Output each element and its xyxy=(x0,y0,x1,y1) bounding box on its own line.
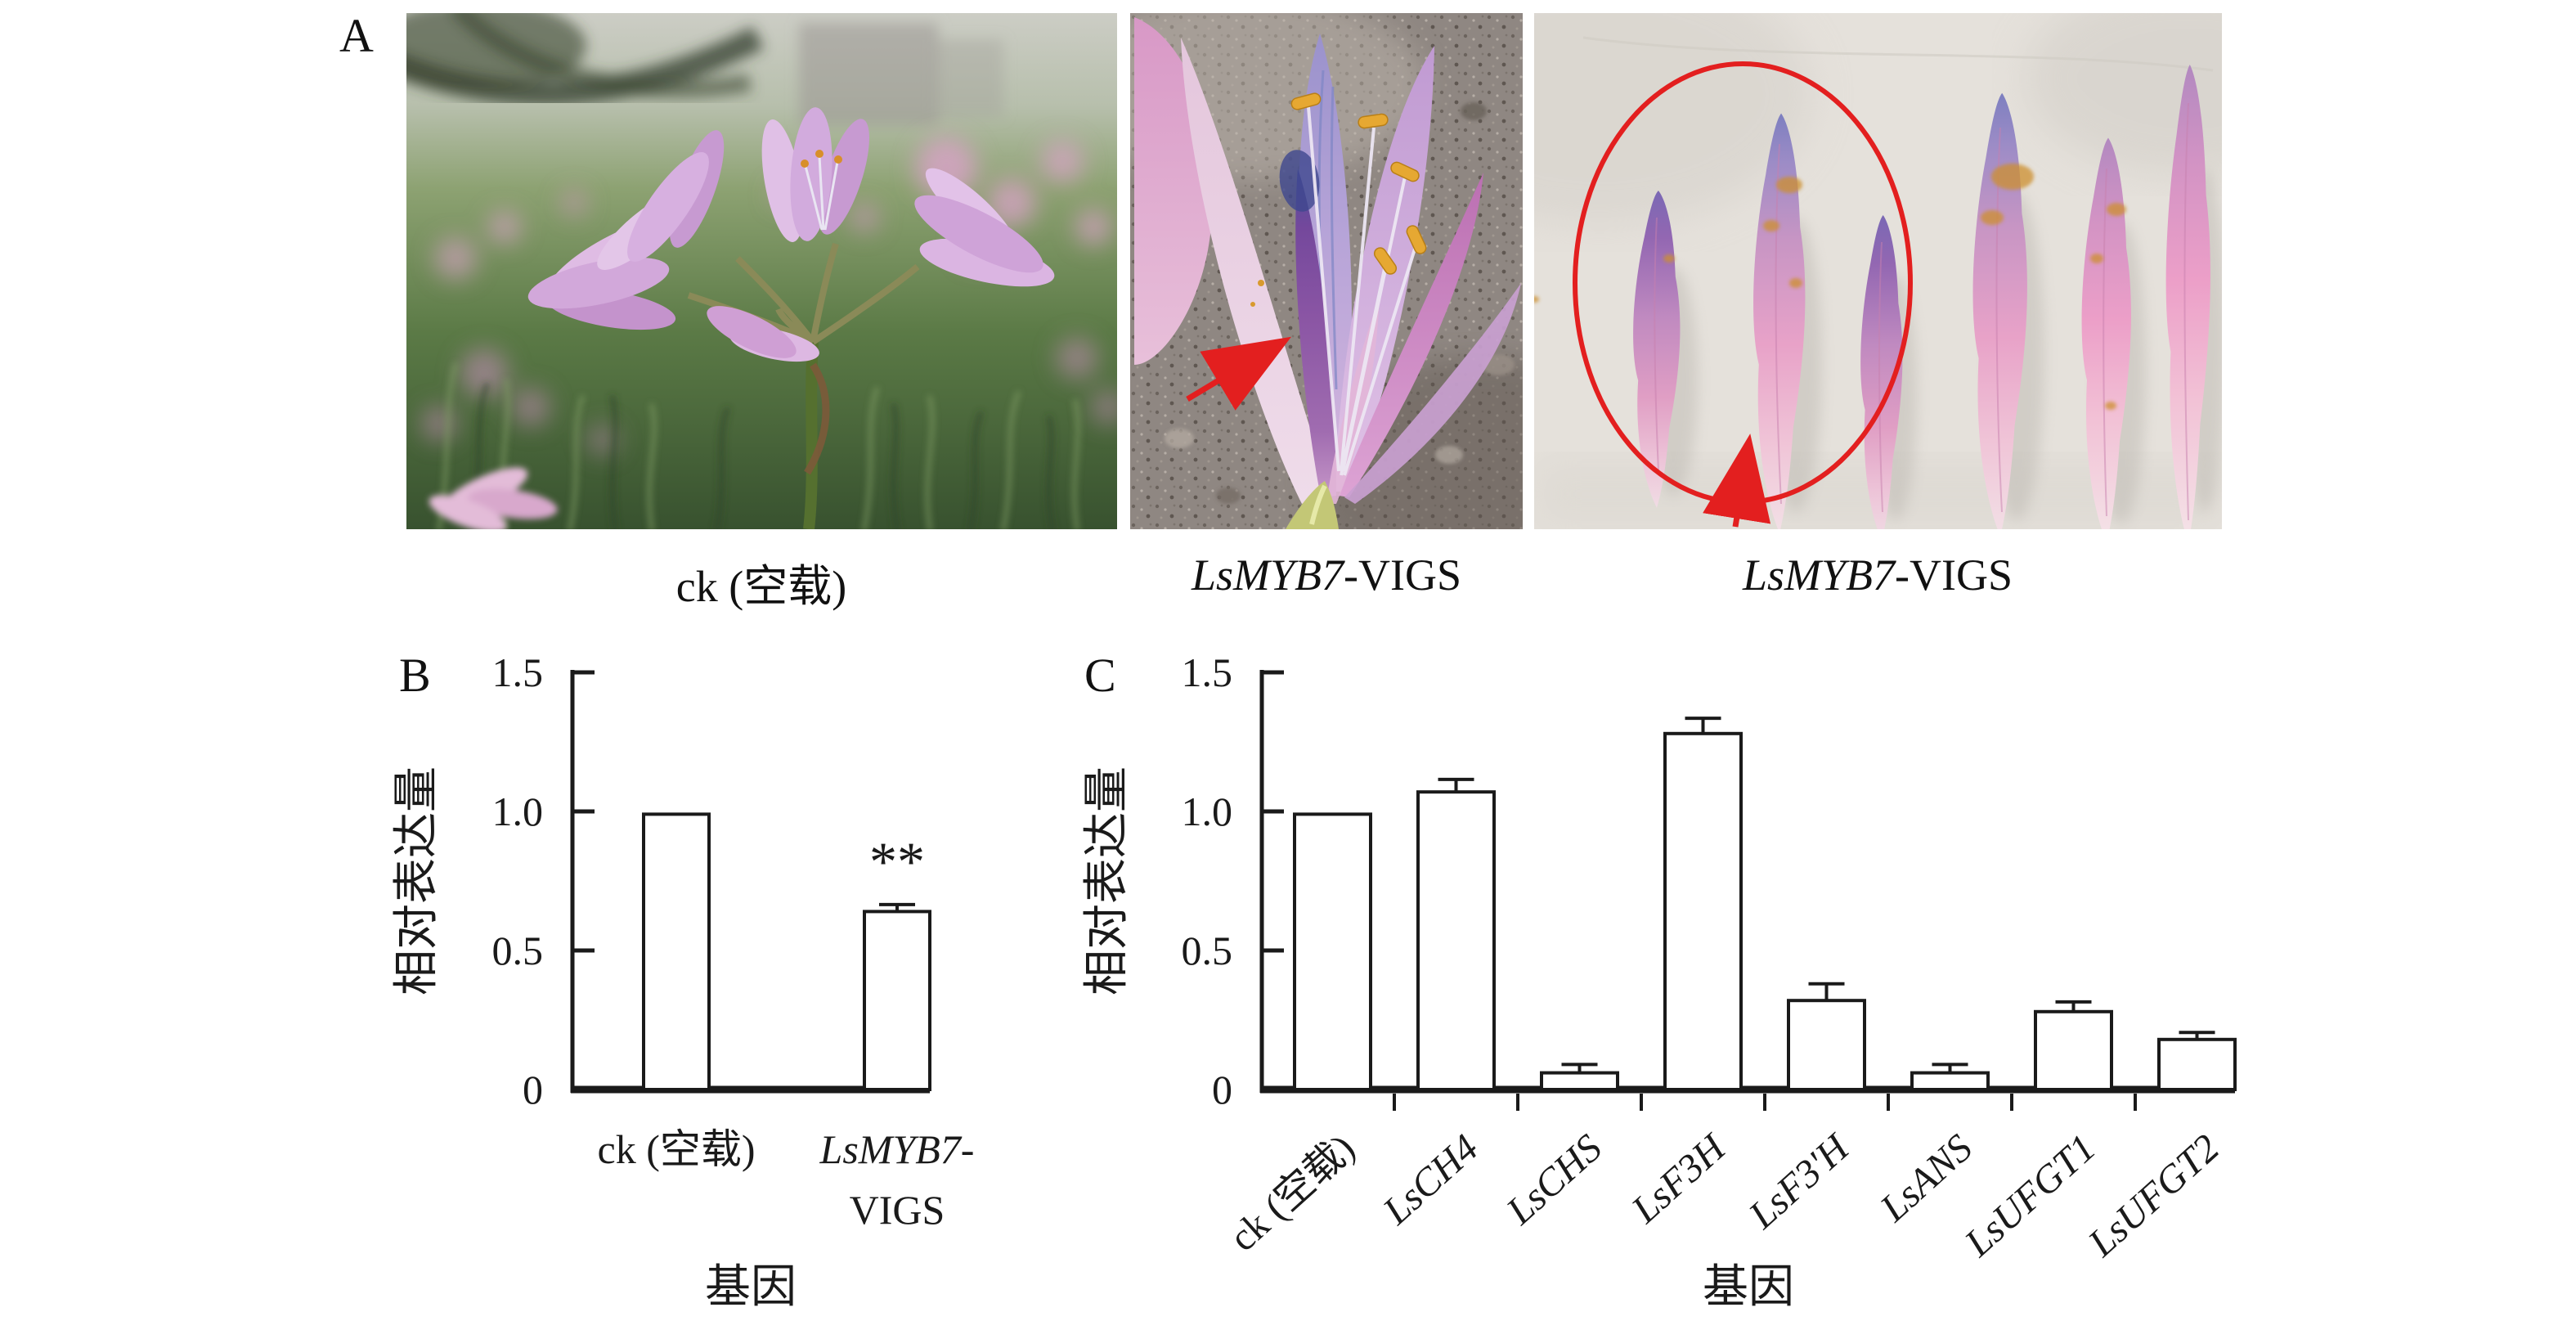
y-tick-label: 1.5 xyxy=(492,649,544,695)
label-segment: ck (空载) xyxy=(598,1126,756,1172)
photo-caption-vigs-petals: LsMYB7-VIGS xyxy=(1591,550,2164,600)
label-segment: VIGS xyxy=(850,1187,945,1233)
label-segment: LsF3'H xyxy=(1740,1125,1859,1238)
x-tick-label: LsF3H xyxy=(1623,1125,1735,1232)
caption-segment: ck (空载) xyxy=(675,562,847,611)
y-tick-label: 0.5 xyxy=(492,928,544,973)
x-tick-label: LsUFGT2 xyxy=(2080,1126,2228,1265)
tree-branch-silhouette xyxy=(406,13,764,106)
foreground-flower xyxy=(429,467,558,529)
x-axis-title: 基因 xyxy=(705,1262,797,1313)
caption-segment: -VIGS xyxy=(1344,550,1462,600)
flower-lower-small xyxy=(707,306,819,362)
x-tick-label: LsF3'H xyxy=(1740,1125,1859,1238)
bar xyxy=(1787,999,1866,1091)
x-axis-title: 基因 xyxy=(1703,1262,1794,1313)
flower-upper-left xyxy=(597,130,725,270)
bar xyxy=(1416,790,1496,1091)
panel-letter-b: B xyxy=(399,649,431,702)
flower-top xyxy=(761,107,869,242)
label-segment: LsF3H xyxy=(1623,1125,1735,1232)
y-tick-label: 1.5 xyxy=(1182,649,1233,695)
bar xyxy=(642,812,711,1092)
photo-caption-vigs-flower: LsMYB7-VIGS xyxy=(1040,550,1613,600)
caption-segment: LsMYB7 xyxy=(1191,550,1344,600)
petal-dark-silenced xyxy=(1295,168,1336,497)
label-segment: ck (空载) xyxy=(1222,1126,1363,1260)
panel-letter-a: A xyxy=(339,9,374,62)
main-flower-plant xyxy=(527,107,1055,529)
dried-bract xyxy=(804,362,830,475)
caption-segment: -VIGS xyxy=(1895,550,2013,600)
bar xyxy=(1663,731,1743,1091)
x-tick-label: LsCH4 xyxy=(1375,1126,1487,1233)
y-tick-label: 0.5 xyxy=(1182,928,1233,973)
bar xyxy=(2157,1037,2237,1092)
bar xyxy=(2034,1009,2113,1092)
petal-left-pale xyxy=(1181,38,1331,504)
y-tick-label: 1.0 xyxy=(492,789,544,834)
stem-base xyxy=(1286,481,1339,529)
stamens xyxy=(1250,92,1427,476)
photo-petals-paper xyxy=(1534,13,2222,529)
red-arrow-icon xyxy=(1703,434,1771,528)
flower xyxy=(1134,17,1521,529)
stamens xyxy=(801,150,842,231)
bar xyxy=(863,910,931,1092)
significance-label: ** xyxy=(869,830,925,892)
label-segment: LsANS xyxy=(1872,1126,1981,1231)
petal-front-small xyxy=(1326,295,1380,504)
caption-segment: LsMYB7 xyxy=(1742,550,1896,600)
panel-letter-c: C xyxy=(1084,649,1116,702)
y-tick-label: 1.0 xyxy=(1182,789,1233,834)
x-tick-label: LsUFGT1 xyxy=(1956,1126,2104,1265)
y-tick-label: 0 xyxy=(523,1067,543,1112)
label-segment: LsCHS xyxy=(1498,1126,1610,1233)
y-axis-title: 相对表达量 xyxy=(392,766,442,995)
bar xyxy=(1910,1071,1990,1091)
x-tick-label: ck (空载) xyxy=(1222,1126,1363,1260)
bar xyxy=(1293,812,1372,1092)
y-axis-title: 相对表达量 xyxy=(1082,766,1133,995)
flower-right xyxy=(914,168,1055,287)
x-tick-label: ck (空载) xyxy=(598,1126,756,1172)
label-segment: LsUFGT2 xyxy=(2080,1126,2228,1265)
photo-vigs-flower xyxy=(1130,13,1523,529)
photo-ck-field xyxy=(406,13,1117,529)
red-arrow-icon xyxy=(1186,336,1292,411)
petal-dark-blue-tip xyxy=(1279,150,1320,212)
x-tick-label: LsMYB7- xyxy=(819,1126,975,1172)
label-segment: LsCH4 xyxy=(1375,1126,1487,1233)
photo-caption-ck: ck (空载) xyxy=(475,550,1048,614)
label-segment: LsUFGT1 xyxy=(1956,1126,2104,1265)
petal-right xyxy=(1339,173,1483,497)
label-segment: - xyxy=(961,1126,975,1172)
x-tick-label: LsCHS xyxy=(1498,1126,1610,1233)
orange-pollen-smudges xyxy=(1534,164,2126,410)
x-tick-label: LsANS xyxy=(1872,1126,1981,1231)
y-tick-label: 0 xyxy=(1212,1067,1232,1112)
x-tick-label: VIGS xyxy=(850,1187,945,1233)
label-segment: LsMYB7 xyxy=(819,1126,963,1172)
petal-far-right xyxy=(1344,283,1521,504)
bar xyxy=(1540,1071,1619,1091)
bar-chart-c: 00.51.01.5ck (空载) LsCH4 LsCHS LsF3H LsF3'H Ls… xyxy=(1082,649,2237,1313)
stem-highlight xyxy=(1309,484,1327,525)
building-silhouette xyxy=(799,23,1003,125)
